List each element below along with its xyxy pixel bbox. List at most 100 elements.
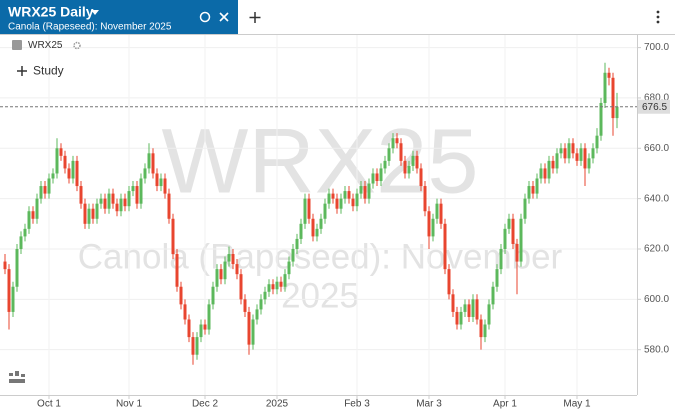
candle-body bbox=[99, 198, 103, 204]
candle-body bbox=[379, 168, 383, 182]
current-price-box bbox=[638, 99, 670, 114]
candle-body bbox=[259, 299, 263, 310]
candle-body bbox=[279, 281, 283, 287]
x-tick-label: Feb 3 bbox=[344, 399, 370, 410]
candle-body bbox=[447, 269, 451, 295]
candle-body bbox=[551, 160, 555, 169]
candle-body bbox=[123, 198, 127, 207]
x-tick-label: 2025 bbox=[266, 399, 289, 410]
candle-body bbox=[563, 148, 567, 159]
y-tick-label: 700.0 bbox=[644, 42, 669, 53]
candle-body bbox=[131, 186, 135, 192]
add-tab-button[interactable] bbox=[249, 12, 261, 23]
candle-body bbox=[179, 286, 183, 305]
x-tick-label: Mar 3 bbox=[416, 399, 442, 410]
candle-body bbox=[403, 160, 407, 174]
candle-body bbox=[215, 269, 219, 287]
candle-body bbox=[527, 186, 531, 199]
candle-body bbox=[27, 211, 31, 229]
candle-body bbox=[231, 254, 235, 265]
candle-body bbox=[191, 337, 195, 355]
x-tick-label: Nov 1 bbox=[116, 399, 143, 410]
tab-circle-icon[interactable] bbox=[199, 11, 211, 23]
candle-body bbox=[139, 178, 143, 204]
candle-body bbox=[283, 274, 287, 287]
candle-body bbox=[335, 198, 339, 209]
candle-body bbox=[187, 319, 191, 338]
candle-body bbox=[107, 193, 111, 209]
legend-swatch bbox=[12, 40, 22, 50]
candle-body bbox=[599, 102, 603, 136]
candle-body bbox=[423, 186, 427, 212]
study-button[interactable]: Study bbox=[33, 64, 64, 78]
candle-body bbox=[587, 158, 591, 169]
candle-body bbox=[427, 211, 431, 237]
candle-body bbox=[43, 186, 47, 194]
current-price-label: 676.5 bbox=[642, 102, 667, 113]
tab-subtitle: Canola (Rapeseed): November 2025 bbox=[8, 22, 172, 33]
candle-body bbox=[611, 77, 615, 119]
candle-body bbox=[67, 168, 71, 179]
candle-body bbox=[387, 148, 391, 161]
x-tick-label: Oct 1 bbox=[37, 399, 61, 410]
tab-close-icon[interactable] bbox=[219, 12, 229, 22]
candle-body bbox=[63, 155, 67, 169]
candle-body bbox=[167, 193, 171, 219]
candle-body bbox=[407, 165, 411, 174]
y-tick-label: 600.0 bbox=[644, 294, 669, 305]
candle-body bbox=[471, 299, 475, 317]
candle-body bbox=[295, 238, 299, 249]
candle-body bbox=[211, 286, 215, 305]
candle-body bbox=[31, 211, 35, 219]
candle-body bbox=[135, 186, 139, 204]
candle-body bbox=[547, 160, 551, 179]
candle-body bbox=[223, 261, 227, 280]
candle-body bbox=[19, 236, 23, 249]
candle-body bbox=[163, 178, 167, 194]
candle-body bbox=[203, 324, 207, 330]
candle-body bbox=[383, 160, 387, 169]
candle-body bbox=[343, 191, 347, 199]
candle-body bbox=[311, 218, 315, 237]
logo-icon bbox=[9, 371, 25, 383]
y-tick-label: 680.0 bbox=[644, 93, 669, 104]
candle-body bbox=[159, 178, 163, 187]
y-tick-label: 580.0 bbox=[644, 344, 669, 355]
symbol-tab[interactable] bbox=[0, 0, 238, 34]
candle-body bbox=[539, 168, 543, 179]
y-tick-label: 640.0 bbox=[644, 193, 669, 204]
candle-body bbox=[535, 178, 539, 194]
candle-body bbox=[195, 337, 199, 355]
candle-body bbox=[511, 218, 515, 244]
candle-body bbox=[359, 186, 363, 194]
candle-body bbox=[23, 228, 27, 237]
candle-body bbox=[583, 148, 587, 169]
candle-body bbox=[275, 281, 279, 290]
candle-body bbox=[103, 198, 107, 209]
candle-body bbox=[155, 173, 159, 187]
menu-button[interactable] bbox=[656, 10, 660, 24]
tab-dropdown[interactable] bbox=[91, 10, 99, 15]
candle-body bbox=[183, 304, 187, 320]
candle-body bbox=[219, 269, 223, 280]
study-plus[interactable] bbox=[17, 66, 27, 76]
legend-settings[interactable] bbox=[73, 41, 81, 50]
x-tick-label: Apr 1 bbox=[493, 399, 517, 410]
candle-body bbox=[243, 299, 247, 312]
candle-body bbox=[11, 286, 15, 312]
x-tick-label: Dec 2 bbox=[192, 399, 219, 410]
candle-body bbox=[531, 186, 535, 194]
candle-body bbox=[79, 186, 83, 204]
candle-body bbox=[603, 72, 607, 103]
candle-body bbox=[287, 261, 291, 275]
candle-body bbox=[235, 264, 239, 275]
candle-body bbox=[47, 178, 51, 194]
x-tick-label: May 1 bbox=[563, 399, 591, 410]
candle-body bbox=[143, 168, 147, 179]
candle-body bbox=[171, 218, 175, 255]
candle-body bbox=[507, 218, 511, 229]
candle-body bbox=[523, 198, 527, 219]
candle-body bbox=[255, 309, 259, 320]
candle-body bbox=[95, 203, 99, 219]
candle-body bbox=[559, 148, 563, 154]
